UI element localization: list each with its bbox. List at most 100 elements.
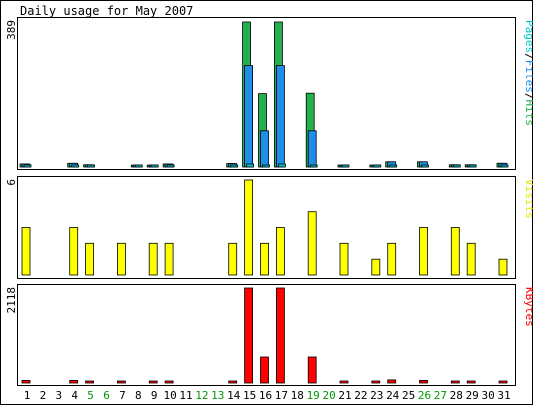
kbytes-panel-ymax-label: 2118 — [5, 287, 18, 314]
day-label: 20 — [322, 389, 335, 402]
day-label: 4 — [71, 389, 78, 402]
pages-bar — [262, 164, 270, 168]
kbytes-bar — [466, 380, 476, 384]
visits-bar — [117, 242, 126, 276]
files-bar — [244, 65, 254, 168]
pages-bar — [150, 164, 159, 168]
day-label: 21 — [338, 389, 351, 402]
day-label: 23 — [370, 389, 383, 402]
kbytes-bar — [260, 356, 269, 384]
kbytes-panel: 2118 KBytes — [5, 284, 533, 386]
visits-bar — [260, 242, 269, 276]
kbytes-bar — [498, 380, 508, 384]
day-label: 18 — [291, 389, 304, 402]
day-label: 19 — [307, 389, 320, 402]
day-label: 10 — [163, 389, 176, 402]
visits-bar — [148, 242, 158, 276]
kbytes-bar — [21, 379, 31, 384]
visits-bar — [164, 242, 174, 276]
usage-panel-legend: Pages/Files/Hits — [523, 20, 533, 126]
day-label: 3 — [55, 389, 62, 402]
day-label: 15 — [243, 389, 256, 402]
visits-bar — [307, 211, 317, 276]
day-label: 8 — [135, 389, 142, 402]
kbytes-bar — [275, 287, 285, 384]
day-label: 12 — [195, 389, 208, 402]
kbytes-bar — [85, 380, 94, 384]
visits-panel-legend: Visits — [523, 179, 533, 219]
pages-bar — [87, 164, 95, 168]
visits-bars — [21, 179, 508, 276]
kbytes-bar — [244, 287, 254, 384]
kbytes-bar — [419, 379, 428, 384]
visits-bar — [371, 258, 381, 276]
pages-bar — [134, 164, 143, 168]
day-label: 7 — [119, 389, 126, 402]
pages-bar — [309, 164, 318, 168]
visits-bar — [387, 242, 397, 276]
day-label: 9 — [151, 389, 158, 402]
files-bar — [307, 130, 317, 168]
visits-bar — [275, 227, 285, 276]
files-bar — [260, 130, 269, 168]
visits-bar — [498, 258, 508, 276]
files-bar — [275, 65, 285, 168]
kbytes-panel-legend: KBytes — [523, 287, 533, 327]
visits-panel-ymax-label: 6 — [5, 179, 18, 186]
day-label: 28 — [450, 389, 463, 402]
usage-panel: 389 Pages/Files/Hits — [5, 17, 533, 170]
kbytes-bars — [21, 287, 508, 384]
pages-bar — [341, 164, 350, 168]
kbytes-bar — [69, 379, 79, 384]
pages-bar — [468, 164, 477, 168]
pages-bar — [246, 163, 255, 168]
pages-bar — [421, 164, 429, 168]
legend-pages: Pages — [523, 20, 533, 53]
visits-bar — [85, 242, 94, 276]
day-label: 25 — [402, 389, 415, 402]
pages-bar — [500, 164, 509, 168]
kbytes-bar — [339, 380, 349, 384]
visits-bar — [466, 242, 476, 276]
pages-bar — [373, 164, 382, 168]
visits-bar — [244, 179, 254, 276]
visits-bar — [339, 242, 349, 276]
day-label: 6 — [103, 389, 110, 402]
day-label: 22 — [354, 389, 367, 402]
day-label: 26 — [418, 389, 431, 402]
day-label: 29 — [466, 389, 479, 402]
kbytes-bar — [307, 356, 317, 384]
kbytes-bar — [387, 379, 397, 384]
day-label: 14 — [227, 389, 241, 402]
day-label: 24 — [386, 389, 400, 402]
visits-bar — [419, 227, 428, 276]
pages-bar — [166, 164, 175, 168]
day-label: 2 — [40, 389, 47, 402]
kbytes-bar — [228, 380, 238, 384]
usage-panel-ymax-label: 389 — [5, 20, 18, 40]
legend-separator: / — [523, 93, 533, 100]
legend-files: Files — [523, 60, 533, 93]
day-label: 1 — [24, 389, 31, 402]
pages-bar — [389, 164, 398, 168]
day-label: 17 — [275, 389, 288, 402]
day-label: 27 — [434, 389, 447, 402]
kbytes-bar — [148, 380, 158, 384]
pages-bar — [230, 164, 239, 168]
day-label: 5 — [87, 389, 94, 402]
day-label: 13 — [211, 389, 224, 402]
kbytes-bar — [371, 380, 381, 384]
pages-bar — [71, 164, 80, 168]
usage-bars — [19, 21, 509, 168]
kbytes-bar — [117, 380, 126, 384]
pages-bar — [23, 164, 32, 168]
day-label: 11 — [179, 389, 192, 402]
visits-bar — [69, 227, 79, 276]
visits-bar — [21, 227, 31, 276]
chart-title: Daily usage for May 2007 — [20, 4, 193, 18]
pages-bar — [452, 164, 461, 168]
kbytes-bar — [450, 380, 460, 384]
kbytes-bar — [164, 380, 174, 384]
